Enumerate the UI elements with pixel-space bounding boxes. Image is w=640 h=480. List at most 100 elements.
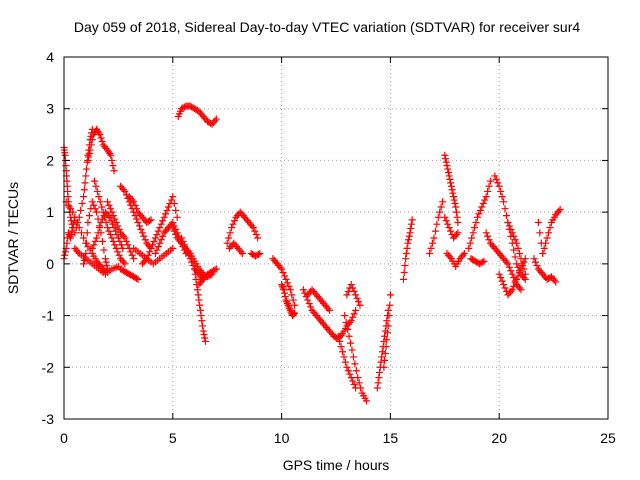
data-point bbox=[61, 251, 69, 259]
data-point bbox=[133, 275, 141, 283]
data-point bbox=[278, 265, 286, 273]
x-tick-labels: 0 5 10 15 20 25 bbox=[60, 430, 616, 446]
data-point bbox=[87, 141, 95, 149]
y-tick-label: 2 bbox=[46, 152, 54, 168]
data-point bbox=[406, 229, 414, 237]
data-point bbox=[482, 193, 490, 201]
data-point bbox=[447, 227, 455, 235]
data-point bbox=[106, 231, 114, 239]
data-point bbox=[102, 218, 110, 226]
data-point bbox=[507, 267, 515, 275]
data-point bbox=[109, 220, 117, 228]
data-point bbox=[78, 200, 86, 208]
data-point bbox=[480, 257, 488, 265]
plot-frame bbox=[63, 56, 609, 420]
data-point bbox=[119, 186, 127, 194]
data-point bbox=[106, 205, 114, 213]
data-point bbox=[93, 234, 101, 242]
data-point bbox=[80, 186, 88, 194]
data-point bbox=[510, 246, 518, 254]
data-point bbox=[285, 303, 293, 311]
data-point bbox=[450, 196, 458, 204]
data-point bbox=[110, 224, 118, 232]
data-point bbox=[507, 287, 515, 295]
data-point bbox=[91, 205, 99, 213]
data-point bbox=[85, 150, 93, 158]
data-point bbox=[162, 210, 170, 218]
data-point bbox=[112, 244, 120, 252]
data-point bbox=[196, 306, 204, 314]
data-point bbox=[153, 246, 161, 254]
series-arc-12 bbox=[117, 265, 142, 283]
data-point bbox=[498, 277, 506, 285]
data-point bbox=[376, 368, 384, 376]
data-point bbox=[169, 244, 177, 252]
data-point bbox=[228, 224, 236, 232]
data-point bbox=[278, 282, 286, 290]
data-point bbox=[433, 220, 441, 228]
data-point bbox=[276, 263, 284, 271]
data-point bbox=[124, 241, 132, 249]
data-point bbox=[340, 353, 348, 361]
data-point bbox=[530, 255, 538, 263]
series-arc-22 bbox=[223, 208, 262, 247]
data-point bbox=[533, 262, 541, 270]
data-point bbox=[291, 309, 299, 317]
data-point bbox=[196, 301, 204, 309]
data-point bbox=[66, 232, 74, 240]
data-point bbox=[436, 208, 444, 216]
data-point bbox=[98, 137, 106, 145]
data-point bbox=[98, 237, 106, 245]
data-point bbox=[383, 329, 391, 337]
series-arc-42 bbox=[491, 172, 529, 283]
data-point bbox=[95, 129, 103, 137]
data-point bbox=[442, 158, 450, 166]
x-tick-label: 25 bbox=[600, 430, 616, 446]
data-point bbox=[88, 136, 96, 144]
data-point bbox=[403, 244, 411, 252]
x-axis-label: GPS time / hours bbox=[283, 457, 390, 473]
data-point bbox=[344, 325, 352, 333]
data-point bbox=[344, 367, 352, 375]
data-point bbox=[252, 231, 260, 239]
series-arc-13 bbox=[125, 193, 155, 226]
data-point bbox=[447, 179, 455, 187]
data-point bbox=[114, 248, 122, 256]
data-point bbox=[191, 270, 199, 278]
x-tick-label: 15 bbox=[383, 430, 399, 446]
data-point bbox=[405, 236, 413, 244]
data-point bbox=[555, 207, 563, 215]
data-point bbox=[350, 287, 358, 295]
data-point bbox=[83, 158, 91, 166]
data-point bbox=[402, 250, 410, 258]
data-point bbox=[212, 115, 220, 123]
data-point bbox=[280, 286, 288, 294]
data-point bbox=[281, 272, 289, 280]
data-point bbox=[325, 306, 333, 314]
data-point bbox=[453, 213, 461, 221]
data-point bbox=[342, 318, 350, 326]
data-point bbox=[469, 229, 477, 237]
data-point bbox=[154, 243, 162, 251]
data-point bbox=[349, 313, 357, 321]
data-point bbox=[69, 208, 77, 216]
series-arc-10 bbox=[104, 198, 138, 263]
series-arc-23 bbox=[225, 239, 246, 258]
data-point bbox=[147, 244, 155, 252]
data-point bbox=[199, 327, 207, 335]
data-point bbox=[521, 270, 529, 278]
data-point bbox=[468, 234, 476, 242]
data-point bbox=[517, 286, 525, 294]
data-point bbox=[85, 153, 93, 161]
data-point bbox=[542, 239, 550, 247]
data-point bbox=[80, 234, 88, 242]
series-arc-11 bbox=[117, 182, 155, 252]
data-point bbox=[445, 172, 453, 180]
data-point bbox=[373, 384, 381, 392]
data-point bbox=[282, 296, 290, 304]
data-point bbox=[256, 250, 264, 258]
data-point bbox=[517, 255, 525, 263]
data-point bbox=[119, 244, 127, 252]
data-point bbox=[134, 275, 142, 283]
y-tick-label: 0 bbox=[46, 256, 54, 272]
